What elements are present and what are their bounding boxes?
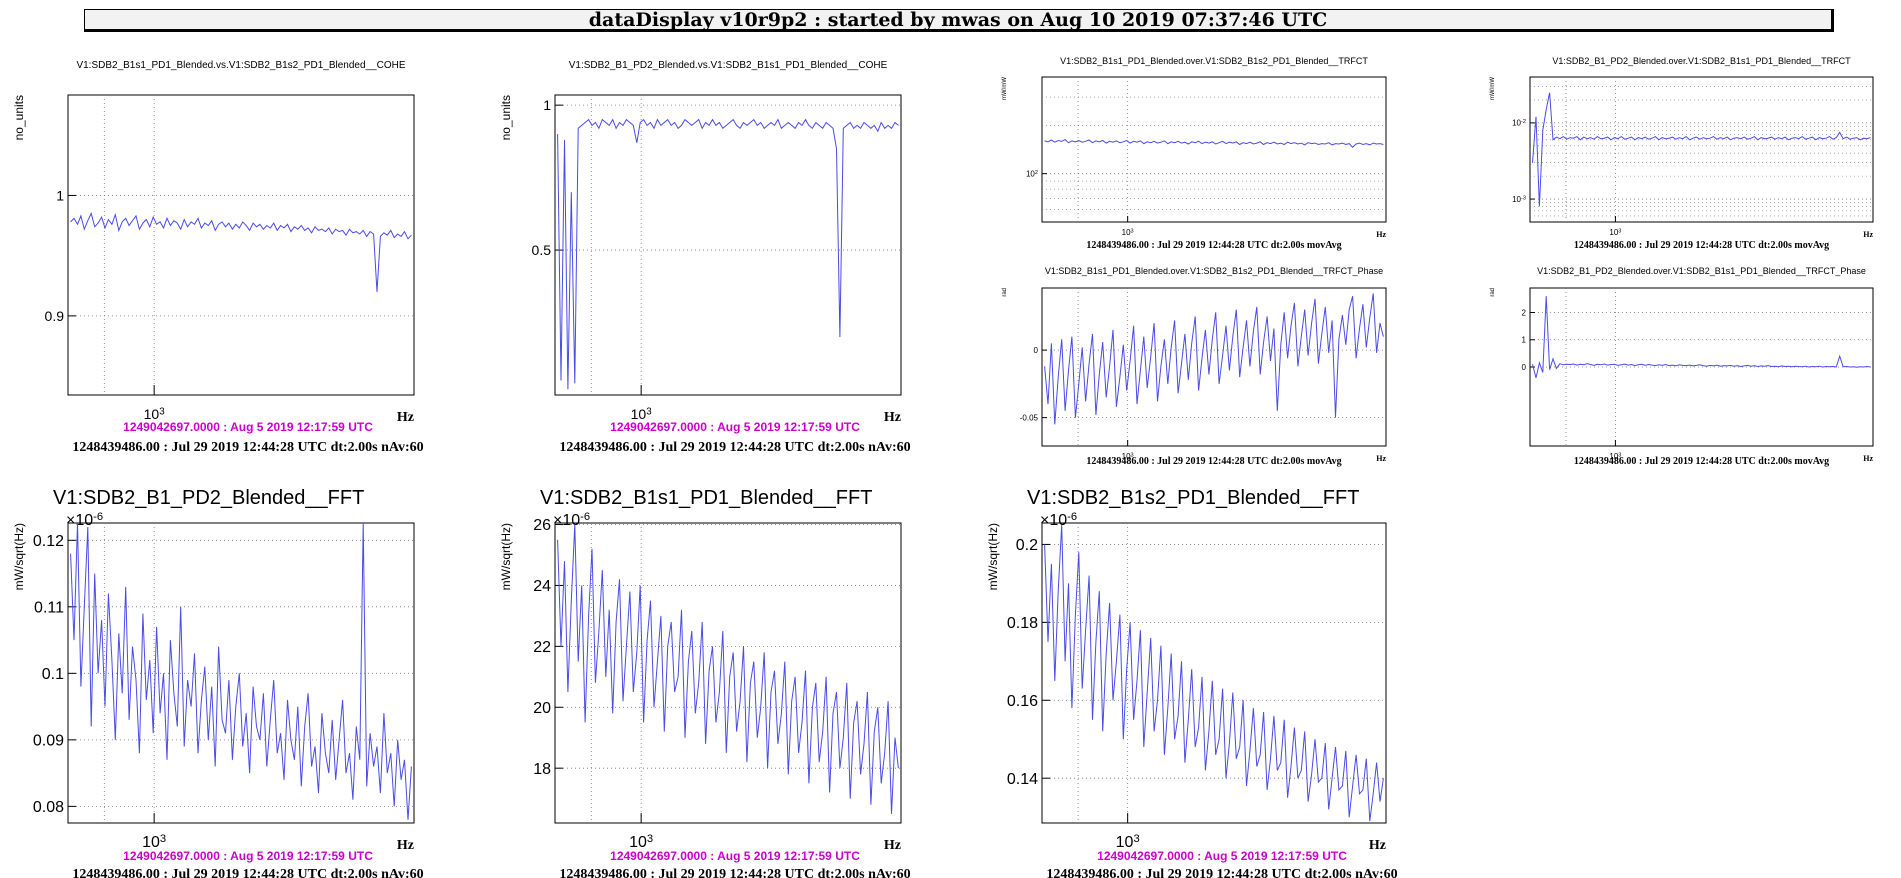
y-axis-label: no_units: [12, 95, 26, 140]
data-trace: [557, 118, 899, 390]
banner-title: dataDisplay v10r9p2 : started by mwas on…: [84, 9, 1834, 32]
footer-stamp: 1248439486.00 : Jul 29 2019 12:44:28 UTC…: [72, 440, 423, 455]
data-trace: [557, 524, 899, 814]
x-axis-label: Hz: [397, 410, 414, 425]
plot-frame: [554, 94, 902, 396]
gps-stamp-magenta: 1249042697.0000 : Aug 5 2019 12:17:59 UT…: [610, 849, 860, 863]
x-axis-label: Hz: [884, 410, 901, 425]
x-axis-label: Hz: [884, 838, 901, 853]
data-trace: [1044, 524, 1384, 822]
y-tick-label: 26: [533, 517, 551, 534]
data-trace: [1044, 138, 1384, 149]
y-tick-label: 0.9: [45, 308, 65, 324]
chart-title: V1:SDB2_B1_PD2_Blended.over.V1:SDB2_B1s1…: [1537, 266, 1866, 276]
gps-stamp-magenta: 1249042697.0000 : Aug 5 2019 12:17:59 UT…: [123, 420, 373, 434]
data-trace: [1532, 92, 1871, 207]
footer-stamp: 1248439486.00 : Jul 29 2019 12:44:28 UTC…: [559, 440, 910, 455]
y-tick-label: 22: [533, 639, 551, 656]
y-tick-label: 0.2: [1016, 537, 1038, 554]
y-tick-label: 0.08: [33, 799, 64, 816]
chart-title: V1:SDB2_B1_PD2_Blended.vs.V1:SDB2_B1s1_P…: [569, 60, 888, 71]
y-tick-label: 0.14: [1007, 771, 1038, 788]
y-tick-label: 0.11: [34, 599, 64, 616]
data-trace: [1044, 293, 1384, 425]
x-tick-label: 103: [1122, 228, 1134, 237]
y-axis-label: rad: [1490, 288, 1496, 297]
y-axis-label: mW/mW: [1490, 77, 1496, 100]
x-tick-label: 103: [142, 833, 166, 851]
y-axis-label: mW/sqrt(Hz): [986, 523, 1000, 590]
footer-stamp: 1248439486.00 : Jul 29 2019 12:44:28 UTC…: [1086, 456, 1341, 467]
y-axis-label: no_units: [499, 95, 513, 140]
plot-frame: [1041, 522, 1387, 824]
gps-stamp-magenta: 1249042697.0000 : Aug 5 2019 12:17:59 UT…: [1097, 849, 1347, 863]
y-tick-label: 0: [1034, 346, 1039, 355]
x-tick-label: 103: [1609, 228, 1621, 237]
x-tick-label: 103: [144, 406, 166, 422]
footer-stamp: 1248439486.00 : Jul 29 2019 12:44:28 UTC…: [1086, 240, 1341, 251]
x-axis-label: Hz: [1376, 454, 1386, 463]
x-axis-label: Hz: [1863, 454, 1873, 463]
y-axis-label: mW/sqrt(Hz): [499, 523, 513, 590]
y-tick-label: 10-2: [1512, 119, 1526, 128]
chart-title: V1:SDB2_B1s1_PD1_Blended__FFT: [540, 487, 872, 509]
y-axis-label: mW/mW: [1002, 77, 1008, 100]
footer-stamp: 1248439486.00 : Jul 29 2019 12:44:28 UTC…: [559, 867, 910, 878]
data-trace: [70, 522, 412, 820]
footer-stamp: 1248439486.00 : Jul 29 2019 12:44:28 UTC…: [1574, 240, 1829, 251]
footer-stamp: 1248439486.00 : Jul 29 2019 12:44:28 UTC…: [72, 867, 423, 878]
y-axis-label: mW/sqrt(Hz): [12, 523, 26, 590]
plot-frame: [67, 94, 415, 396]
gps-stamp-magenta: 1249042697.0000 : Aug 5 2019 12:17:59 UT…: [123, 849, 373, 863]
y-tick-label: 1: [56, 187, 64, 203]
plot-frame: [1041, 287, 1387, 447]
y-tick-label: 10-3: [1512, 195, 1526, 204]
y-tick-label: 18: [533, 761, 551, 778]
chart-title: V1:SDB2_B1s2_PD1_Blended__FFT: [1027, 487, 1359, 509]
y-tick-label: 0: [1522, 363, 1527, 372]
y-tick-label: 102: [1026, 169, 1038, 178]
y-tick-label: 0.18: [1007, 615, 1038, 632]
x-axis-label: Hz: [1369, 838, 1386, 853]
x-tick-label: 103: [631, 406, 653, 422]
x-axis-label: Hz: [1376, 230, 1386, 239]
plot-frame: [1529, 76, 1874, 223]
y-tick-label: 0.5: [532, 242, 552, 258]
plot-frame: [554, 522, 902, 824]
y-multiplier-label: ×10-6: [553, 511, 590, 529]
data-trace: [1532, 296, 1871, 379]
chart-title: V1:SDB2_B1_PD2_Blended__FFT: [53, 487, 364, 509]
y-tick-label: 20: [533, 700, 551, 717]
y-tick-label: 1: [1522, 336, 1527, 345]
x-axis-label: Hz: [1863, 230, 1873, 239]
y-tick-label: 0.09: [33, 732, 64, 749]
y-tick-label: 24: [533, 578, 551, 595]
data-trace: [70, 212, 412, 292]
x-tick-label: 103: [1122, 452, 1134, 461]
gps-stamp-magenta: 1249042697.0000 : Aug 5 2019 12:17:59 UT…: [610, 420, 860, 434]
chart-title: V1:SDB2_B1s1_PD1_Blended.over.V1:SDB2_B1…: [1045, 266, 1383, 276]
y-tick-label: 1: [543, 97, 551, 113]
chart-title: V1:SDB2_B1_PD2_Blended.over.V1:SDB2_B1s1…: [1552, 56, 1851, 66]
y-tick-label: 0.12: [33, 533, 64, 550]
y-tick-label: 2: [1522, 308, 1527, 317]
y-multiplier-label: ×10-6: [66, 511, 103, 529]
chart-title: V1:SDB2_B1s1_PD1_Blended.over.V1:SDB2_B1…: [1060, 56, 1368, 66]
plot-frame: [1041, 76, 1387, 223]
footer-stamp: 1248439486.00 : Jul 29 2019 12:44:28 UTC…: [1046, 867, 1397, 878]
y-tick-label: 0.16: [1007, 693, 1038, 710]
y-multiplier-label: ×10-6: [1040, 511, 1077, 529]
y-tick-label: -0.05: [1020, 413, 1039, 422]
x-axis-label: Hz: [397, 838, 414, 853]
x-tick-label: 103: [629, 833, 653, 851]
x-tick-label: 103: [1116, 833, 1140, 851]
y-tick-label: 0.1: [42, 666, 64, 683]
chart-title: V1:SDB2_B1s1_PD1_Blended.vs.V1:SDB2_B1s2…: [76, 60, 405, 71]
y-axis-label: rad: [1002, 288, 1008, 297]
x-tick-label: 103: [1609, 452, 1621, 461]
footer-stamp: 1248439486.00 : Jul 29 2019 12:44:28 UTC…: [1574, 456, 1829, 467]
